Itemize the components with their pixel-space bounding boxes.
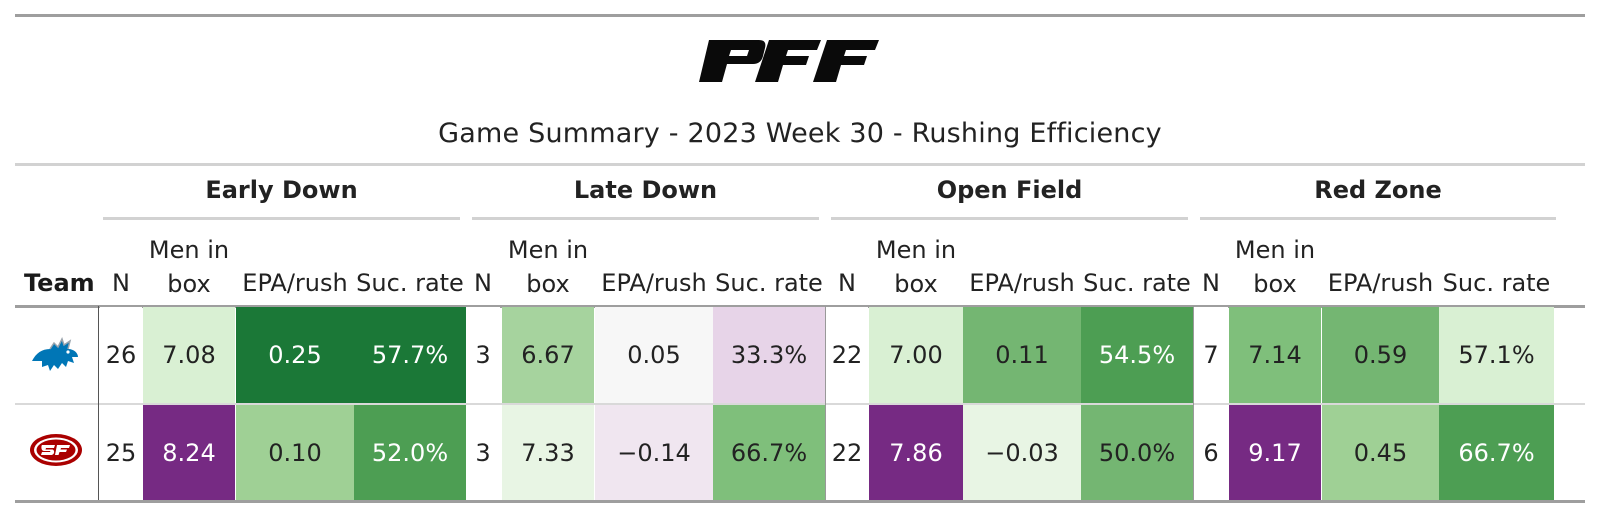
column-header-team: Team (24, 269, 95, 297)
cell-red-men-in-box: 7.14 (1229, 307, 1321, 403)
header-rule (15, 305, 1585, 308)
column-header-success-rate: Suc. rate (356, 269, 464, 297)
column-header-epa-rush: EPA/rush (601, 269, 707, 297)
group-label-red-zone: Red Zone (1314, 176, 1442, 204)
cell-early-epa-rush: 0.10 (236, 405, 354, 500)
table-title: Game Summary - 2023 Week 30 - Rushing Ef… (438, 118, 1162, 149)
group-rule-late-down (472, 217, 819, 220)
column-header-success-rate: Suc. rate (1442, 269, 1551, 297)
cell-late-success-rate: 66.7% (713, 405, 825, 500)
cell-red-n: 7 (1194, 307, 1228, 403)
column-header-epa-rush: EPA/rush (969, 269, 1075, 297)
title-rule (15, 163, 1585, 166)
top-rule (15, 14, 1585, 17)
cell-open-epa-rush: −0.03 (963, 405, 1081, 500)
detroit-lions-logo-icon (32, 337, 78, 371)
cell-open-men-in-box: 7.86 (869, 405, 963, 500)
cell-early-epa-rush: 0.25 (236, 307, 354, 403)
column-header-success-rate: Suc. rate (715, 269, 823, 297)
row-rule (15, 403, 1585, 405)
column-header-epa-rush: EPA/rush (242, 269, 348, 297)
cell-red-epa-rush: 0.59 (1322, 307, 1439, 403)
column-header-men-in-box: Men in box (148, 236, 230, 298)
cell-open-success-rate: 50.0% (1081, 405, 1193, 500)
cell-late-n: 3 (466, 307, 500, 403)
cell-early-men-in-box: 8.24 (143, 405, 235, 500)
column-header-success-rate: Suc. rate (1083, 269, 1191, 297)
group-divider (825, 306, 826, 500)
column-header-n: N (112, 269, 130, 297)
cell-early-men-in-box: 7.08 (143, 307, 235, 403)
column-header-n: N (474, 269, 492, 297)
column-header-men-in-box: Men in box (1234, 236, 1316, 298)
group-rule-open-field (831, 217, 1188, 220)
cell-red-success-rate: 66.7% (1439, 405, 1554, 500)
bottom-rule (15, 500, 1585, 503)
cell-open-epa-rush: 0.11 (963, 307, 1081, 403)
cell-red-epa-rush: 0.45 (1322, 405, 1439, 500)
column-header-epa-rush: EPA/rush (1327, 269, 1434, 297)
column-header-men-in-box: Men in box (507, 236, 589, 298)
group-label-late-down: Late Down (573, 176, 718, 204)
cell-open-success-rate: 54.5% (1081, 307, 1193, 403)
group-divider (1193, 306, 1194, 500)
column-header-men-in-box: Men in box (875, 236, 957, 298)
cell-open-men-in-box: 7.00 (869, 307, 963, 403)
cell-red-n: 6 (1194, 405, 1228, 500)
cell-early-success-rate: 52.0% (354, 405, 466, 500)
cell-early-success-rate: 57.7% (354, 307, 466, 403)
group-rule-red-zone (1200, 217, 1556, 220)
cell-red-success-rate: 57.1% (1439, 307, 1554, 403)
cell-open-n: 22 (826, 405, 868, 500)
group-label-early-down: Early Down (205, 176, 358, 204)
cell-early-n: 25 (100, 405, 142, 500)
team-column-divider (98, 306, 99, 500)
cell-late-epa-rush: −0.14 (595, 405, 713, 500)
cell-red-men-in-box: 9.17 (1229, 405, 1321, 500)
cell-late-men-in-box: 7.33 (502, 405, 594, 500)
san-francisco-49ers-logo-icon (30, 434, 82, 466)
cell-late-epa-rush: 0.05 (595, 307, 713, 403)
column-header-n: N (1202, 269, 1220, 297)
cell-early-n: 26 (100, 307, 142, 403)
cell-late-n: 3 (466, 405, 500, 500)
pff-logo-icon (699, 40, 879, 82)
column-header-n: N (838, 269, 856, 297)
group-label-open-field: Open Field (936, 176, 1083, 204)
cell-open-n: 22 (826, 307, 868, 403)
group-rule-early-down (103, 217, 460, 220)
cell-late-success-rate: 33.3% (713, 307, 825, 403)
cell-late-men-in-box: 6.67 (502, 307, 594, 403)
